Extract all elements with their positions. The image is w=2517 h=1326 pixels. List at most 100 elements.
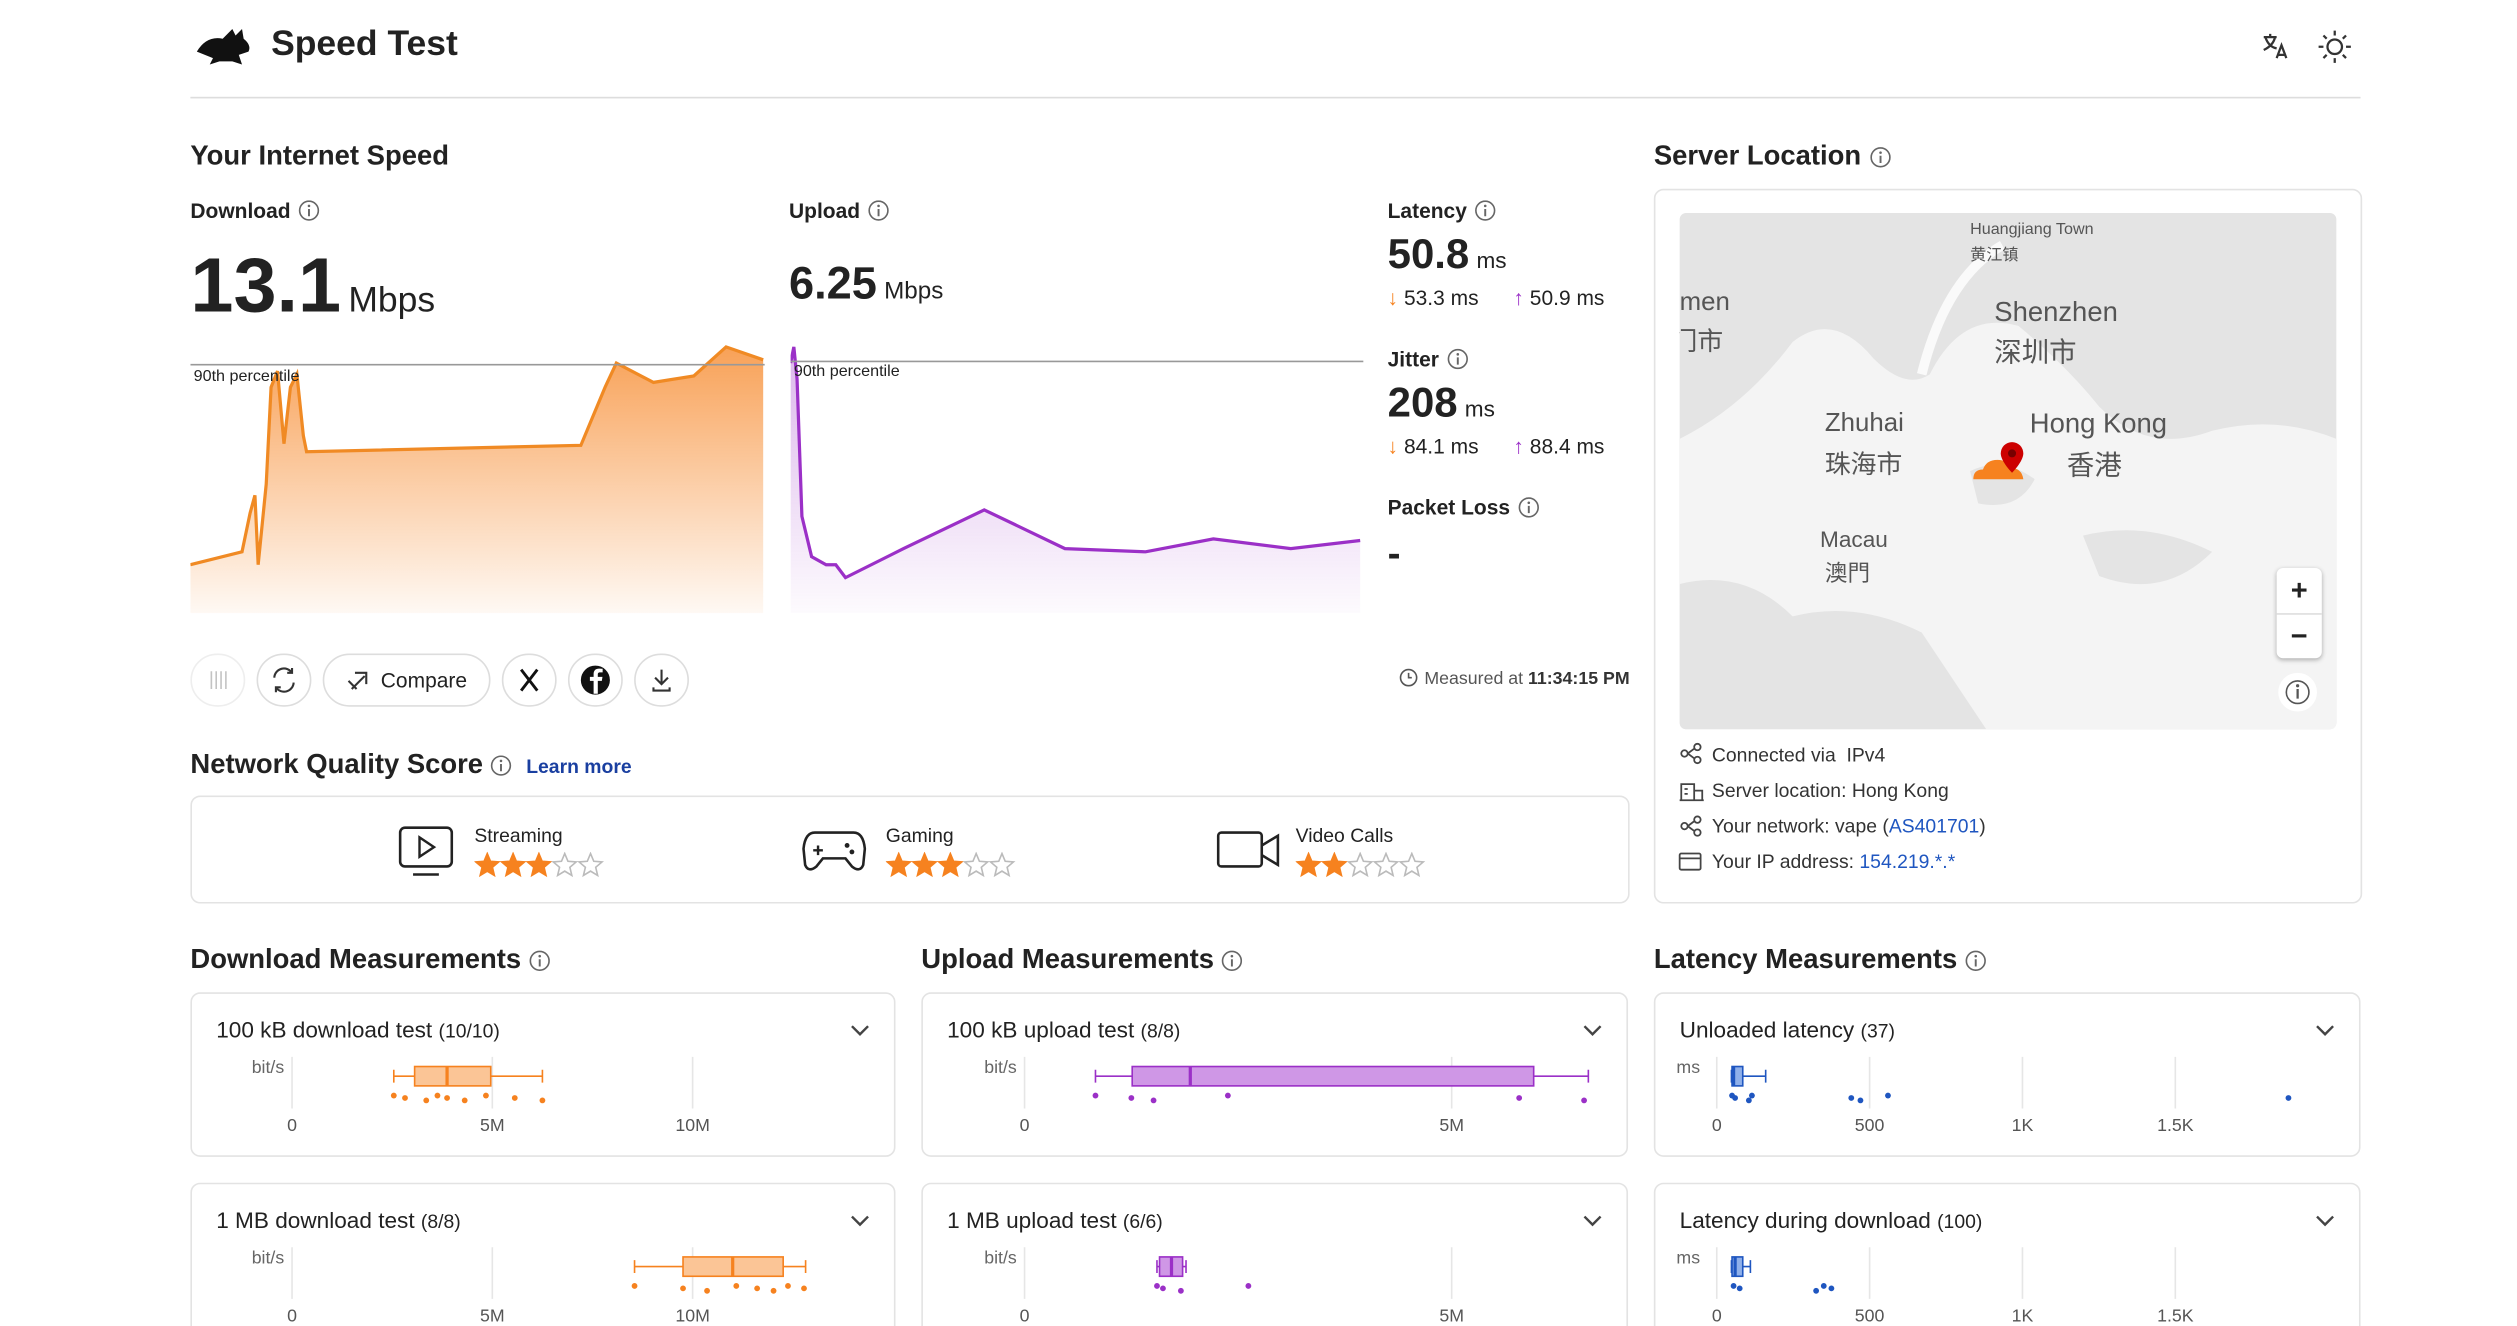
tick-label: 0 bbox=[287, 1115, 297, 1135]
data-point bbox=[461, 1097, 468, 1104]
label-text: Packet Loss bbox=[1387, 495, 1511, 520]
measurement-card: Unloaded latency (37) ms 0 500 1K 1.5K bbox=[1653, 992, 2361, 1157]
test-name: Latency during download bbox=[1679, 1206, 1931, 1233]
expand-chevron[interactable] bbox=[849, 1213, 872, 1229]
value: 13.1 bbox=[190, 243, 342, 330]
download-chart bbox=[190, 345, 765, 614]
language-button[interactable] bbox=[2259, 31, 2291, 63]
expand-chevron[interactable] bbox=[1581, 1023, 1604, 1039]
info-glyph bbox=[491, 755, 512, 776]
info-circle bbox=[1965, 950, 1986, 972]
star-filled bbox=[1320, 851, 1348, 878]
map[interactable]: + − Huangjiang Town 黄江镇 Shenzhen 深圳市 Zhuhai 珠… bbox=[1679, 212, 2337, 730]
star-filled bbox=[499, 851, 527, 878]
info-icon[interactable] bbox=[491, 752, 512, 776]
data-point bbox=[483, 1092, 489, 1099]
map-label: Macau bbox=[1820, 526, 1888, 552]
star-empty bbox=[1346, 851, 1374, 878]
info-icon[interactable] bbox=[1475, 200, 1496, 221]
value: 208 bbox=[1387, 377, 1458, 426]
info-circle bbox=[1447, 348, 1468, 370]
share-facebook-button[interactable] bbox=[567, 653, 623, 707]
measured-at: Measured at 11:34:15 PM bbox=[1399, 668, 1630, 689]
learn-more-link[interactable]: Learn more bbox=[526, 755, 632, 778]
box bbox=[1731, 1256, 1744, 1278]
latency-down: ↓ 53.3 ms bbox=[1387, 285, 1479, 310]
value: 50.9 ms bbox=[1529, 285, 1605, 310]
expand-chevron[interactable] bbox=[1581, 1213, 1604, 1229]
data-point bbox=[1150, 1097, 1157, 1104]
info-dot bbox=[1878, 151, 1882, 154]
filled-stars bbox=[885, 851, 964, 878]
info-circle bbox=[1869, 147, 1890, 168]
expand-chevron[interactable] bbox=[2314, 1213, 2337, 1229]
test-count: (10/10) bbox=[438, 1019, 500, 1043]
map-attribution[interactable] bbox=[2277, 671, 2319, 713]
value: 84.1 ms bbox=[1403, 434, 1479, 459]
icon bbox=[580, 665, 610, 695]
section-title: Server Location bbox=[1654, 140, 1890, 172]
data-point bbox=[2285, 1095, 2292, 1101]
asn-link[interactable]: AS401701 bbox=[1888, 814, 1980, 838]
unit-label: bit/s bbox=[984, 1247, 1017, 1267]
download-line bbox=[190, 345, 764, 567]
expand-chevron[interactable] bbox=[2314, 1023, 2337, 1039]
download-value: 13.1 Mbps bbox=[190, 242, 435, 331]
compare-button[interactable]: Compare bbox=[322, 653, 491, 707]
tick-label: 500 bbox=[1855, 1115, 1885, 1135]
theme-button[interactable] bbox=[2317, 29, 2352, 64]
label-text: Latency bbox=[1387, 198, 1467, 223]
data-point bbox=[1730, 1283, 1737, 1289]
download-button[interactable] bbox=[634, 653, 689, 707]
test-title: 1 MB upload test (6/6) bbox=[947, 1207, 1163, 1233]
info-icon[interactable] bbox=[1222, 947, 1243, 972]
connected-via: Connected via IPv4 bbox=[1712, 744, 1885, 767]
data-point bbox=[511, 1095, 518, 1101]
data-point bbox=[390, 1092, 397, 1099]
unit: Mbps bbox=[884, 277, 944, 305]
info-glyph bbox=[529, 950, 550, 972]
info-icon[interactable] bbox=[1869, 144, 1890, 168]
info-glyph bbox=[1869, 147, 1890, 168]
info-icon[interactable] bbox=[1965, 947, 1986, 972]
star-rating bbox=[885, 851, 1016, 878]
info-icon[interactable] bbox=[1518, 497, 1539, 518]
share-x-button[interactable] bbox=[501, 653, 557, 707]
star-filled bbox=[911, 851, 939, 878]
restart-button[interactable] bbox=[256, 653, 312, 707]
clock-icon bbox=[1399, 668, 1418, 687]
data-point bbox=[770, 1287, 777, 1294]
star-filled bbox=[474, 851, 501, 878]
info-icon[interactable] bbox=[868, 200, 889, 221]
label: Your network: bbox=[1711, 814, 1830, 838]
zoom-out[interactable]: − bbox=[2276, 613, 2322, 660]
section-title: Upload Measurements bbox=[921, 944, 1243, 976]
zoom-controls: + − bbox=[2276, 567, 2322, 660]
star-empty bbox=[1372, 851, 1400, 878]
pause-button[interactable] bbox=[190, 653, 246, 707]
test-title: Latency during download (100) bbox=[1680, 1207, 1983, 1233]
info-icon[interactable] bbox=[1447, 348, 1468, 370]
quality-card: Streaming Gaming Video Calls bbox=[190, 795, 1630, 904]
zoom-in[interactable]: + bbox=[2290, 574, 2308, 607]
jitter-down: ↓ 84.1 ms bbox=[1387, 434, 1479, 459]
unit: Mbps bbox=[348, 279, 436, 320]
expand-chevron[interactable] bbox=[849, 1023, 872, 1039]
test-title: 100 kB upload test (8/8) bbox=[947, 1017, 1180, 1043]
info-icon[interactable] bbox=[298, 200, 320, 221]
data-point bbox=[1224, 1092, 1231, 1099]
icon bbox=[652, 669, 671, 692]
box-plot: bit/s 0 5M 10M bbox=[252, 1247, 807, 1325]
latency-value: 50.8 ms bbox=[1388, 229, 1507, 279]
unit-label: bit/s bbox=[252, 1057, 285, 1077]
info-circle bbox=[1222, 950, 1243, 972]
data-point bbox=[1732, 1095, 1739, 1101]
chevron bbox=[851, 1025, 869, 1036]
data-point bbox=[754, 1285, 761, 1292]
star-filled bbox=[936, 851, 964, 878]
info-icon[interactable] bbox=[529, 947, 550, 972]
data-point bbox=[1848, 1095, 1855, 1101]
packet-loss-value: - bbox=[1387, 532, 1401, 577]
map-label: Shenzhen bbox=[1994, 296, 2118, 328]
